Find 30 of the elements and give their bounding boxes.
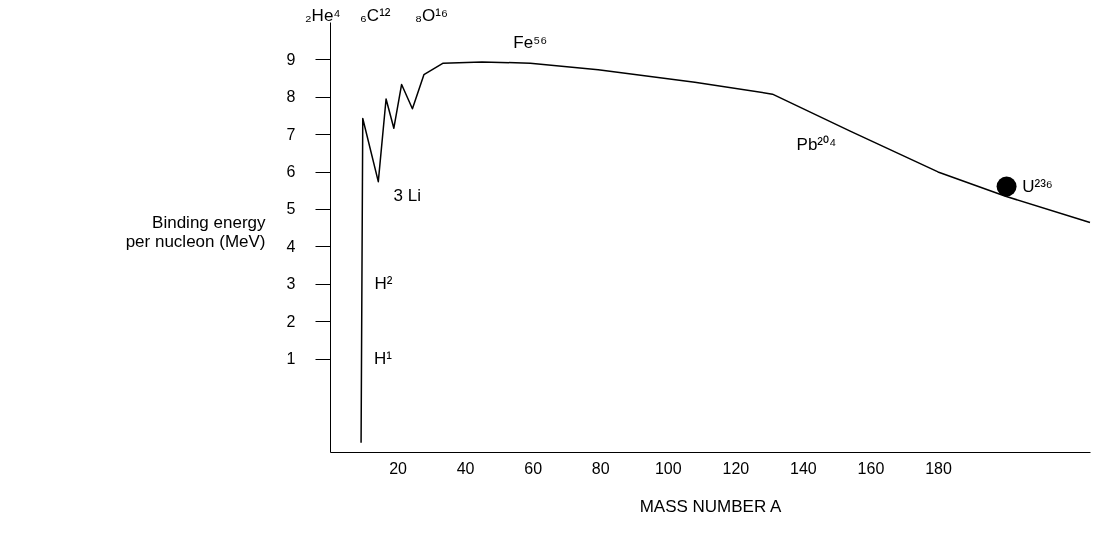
x-axis-title: MASS NUMBER A bbox=[639, 496, 782, 516]
x-tick-label: 180 bbox=[925, 459, 952, 477]
annotation: ₈O¹⁶ bbox=[415, 6, 448, 25]
x-tick-label: 80 bbox=[591, 459, 610, 477]
annotation: H¹ bbox=[374, 348, 393, 368]
annotation: 3 Li bbox=[393, 185, 422, 205]
annotation: ₂He⁴ bbox=[305, 6, 341, 25]
y-tick-label: 3 bbox=[286, 275, 296, 293]
y-tick-label: 9 bbox=[286, 50, 296, 68]
annotation: Fe⁵⁶ bbox=[513, 33, 548, 53]
x-tick-label: 140 bbox=[790, 459, 817, 477]
y-tick-label: 6 bbox=[286, 163, 296, 181]
annotation: ₆C¹² bbox=[360, 6, 391, 25]
x-tick-label: 120 bbox=[722, 459, 750, 477]
y-tick-label: 1 bbox=[286, 350, 296, 368]
x-tick-label: 40 bbox=[456, 459, 475, 477]
line-series bbox=[360, 61, 1091, 444]
y-tick-label: 2 bbox=[286, 312, 296, 330]
y-tick-label: 8 bbox=[286, 88, 296, 106]
annotation: U²³⁶ bbox=[1022, 176, 1053, 196]
x-tick-label: 20 bbox=[389, 459, 408, 477]
x-tick-label: 160 bbox=[857, 459, 885, 477]
x-tick-label: 100 bbox=[654, 459, 682, 477]
y-tick-label: 7 bbox=[286, 125, 296, 143]
y-axis-title: Binding energy per nucleon (MeV) bbox=[125, 212, 266, 251]
y-tick-label: 5 bbox=[286, 200, 296, 218]
y-tick-label: 4 bbox=[286, 237, 296, 255]
annotation: H² bbox=[374, 273, 393, 293]
x-tick-label: 60 bbox=[524, 459, 543, 477]
annotation: Pb²⁰⁴ bbox=[796, 135, 837, 155]
